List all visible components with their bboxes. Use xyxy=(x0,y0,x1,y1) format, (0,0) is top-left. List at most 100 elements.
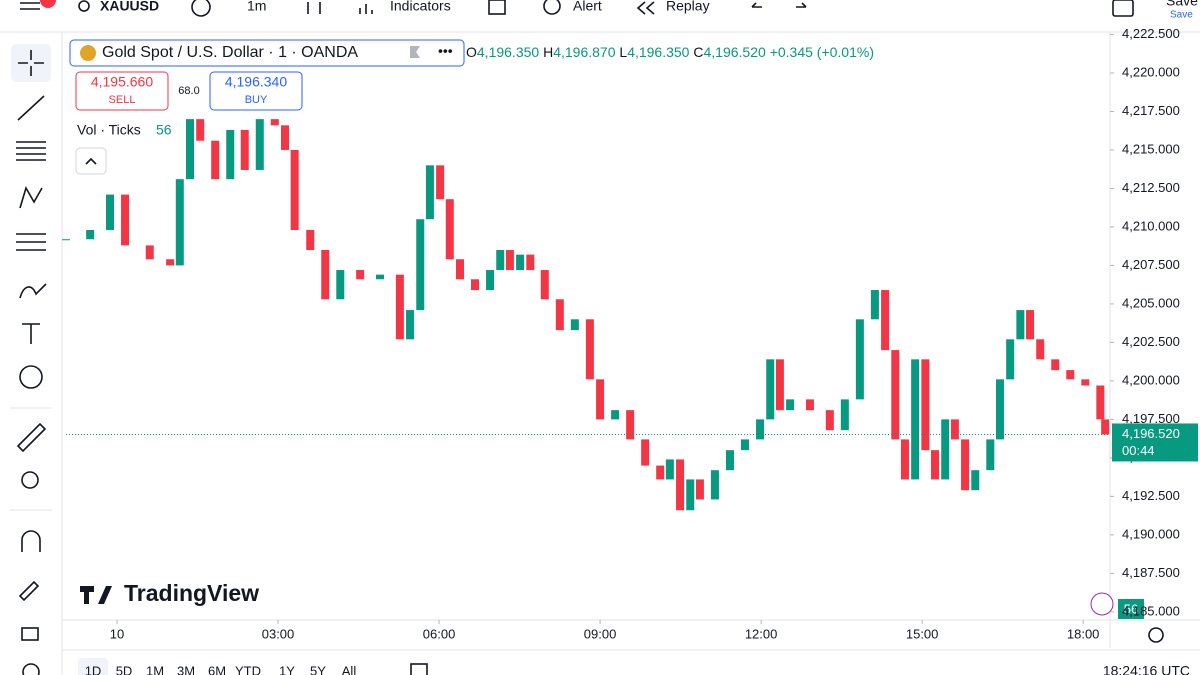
flash-icon[interactable] xyxy=(1090,592,1114,616)
y-tick-label: 4,205.000 xyxy=(1122,295,1180,310)
x-tick-label: 06:00 xyxy=(423,626,456,641)
undo[interactable] xyxy=(751,2,762,8)
zoom-tool[interactable] xyxy=(21,471,39,489)
y-tick-label: 4,202.500 xyxy=(1122,334,1180,349)
range-button[interactable]: 1Y xyxy=(279,663,295,675)
settings-icon[interactable] xyxy=(1148,627,1164,643)
range-button[interactable]: 1D xyxy=(85,663,102,675)
emoji-tool[interactable] xyxy=(19,365,43,389)
candle xyxy=(585,319,594,380)
crosshair-active[interactable] xyxy=(11,44,51,82)
crosshair-tool[interactable] xyxy=(18,50,44,76)
ohlc-key: O xyxy=(466,44,477,60)
range-button[interactable]: 1M xyxy=(146,663,164,675)
ohlc-key: C xyxy=(693,44,703,60)
candle xyxy=(526,254,535,271)
candle xyxy=(961,439,970,491)
y-tick-label: 4,207.500 xyxy=(1122,257,1180,272)
range-button[interactable]: All xyxy=(342,663,357,675)
interval[interactable]: 1m xyxy=(247,0,266,14)
legend-box[interactable] xyxy=(69,39,465,67)
date-range-icon[interactable] xyxy=(410,663,428,675)
candle xyxy=(290,149,299,230)
y-tick-label: 4,197.500 xyxy=(1122,411,1180,426)
trend-line-tool[interactable] xyxy=(17,95,45,121)
range-button[interactable]: YTD xyxy=(235,663,261,675)
layout-save-icon[interactable] xyxy=(1112,0,1134,17)
hide-tool[interactable] xyxy=(22,663,40,675)
alert-button[interactable]: Alert xyxy=(573,0,602,14)
tv-logo xyxy=(80,586,112,604)
clock: 18:24:16 UTC xyxy=(1103,663,1190,675)
replay-icon[interactable] xyxy=(636,1,655,15)
candle xyxy=(471,279,480,291)
search-icon[interactable] xyxy=(78,0,90,12)
candle xyxy=(1016,310,1025,340)
candle xyxy=(321,250,330,300)
symbol[interactable]: XAUUSD xyxy=(100,0,159,14)
sell-price[interactable]: 4,195.660 xyxy=(91,74,153,90)
volume-legend: Vol · Ticks xyxy=(77,122,141,138)
candle xyxy=(306,230,315,251)
add-symbol[interactable] xyxy=(191,0,211,17)
y-tick-label: 4,192.500 xyxy=(1122,488,1180,503)
candle xyxy=(1026,310,1035,340)
range-button[interactable]: 5Y xyxy=(310,663,326,675)
candle xyxy=(395,274,404,340)
candle xyxy=(931,450,940,480)
candle xyxy=(881,290,890,351)
indicators-button[interactable]: Indicators xyxy=(390,0,451,14)
brush-tool[interactable] xyxy=(19,283,47,299)
candle xyxy=(891,350,900,440)
menu-icon[interactable] xyxy=(20,2,40,10)
candle xyxy=(710,470,719,500)
candle xyxy=(641,439,650,466)
candle xyxy=(505,250,514,271)
candle xyxy=(416,219,425,311)
candle xyxy=(611,410,620,420)
text-tool[interactable] xyxy=(22,323,40,344)
more-icon[interactable]: ••• xyxy=(438,43,453,59)
range-button[interactable]: 3M xyxy=(177,663,195,675)
buy-price[interactable]: 4,196.340 xyxy=(225,74,287,90)
range-button[interactable]: 5D xyxy=(116,663,133,675)
magnet-tool[interactable] xyxy=(21,530,41,552)
indicators-icon[interactable] xyxy=(359,4,373,14)
flag-icon[interactable] xyxy=(410,46,420,58)
candle xyxy=(62,239,70,241)
candle xyxy=(280,125,289,150)
save-button[interactable]: Save xyxy=(1166,0,1198,9)
candle xyxy=(741,439,750,451)
buy-button[interactable] xyxy=(209,71,303,111)
ruler-tool[interactable] xyxy=(16,422,47,453)
buy-label[interactable]: BUY xyxy=(245,94,268,106)
x-tick-label: 12:00 xyxy=(745,626,778,641)
alert-icon[interactable] xyxy=(543,0,561,15)
range-button[interactable]: 6M xyxy=(208,663,226,675)
sell-label[interactable]: SELL xyxy=(109,94,136,106)
lock-tool[interactable] xyxy=(21,627,39,641)
candle xyxy=(1101,419,1110,435)
chart-type-icon[interactable] xyxy=(307,2,321,14)
candle xyxy=(656,465,665,480)
candle xyxy=(1051,359,1060,371)
candle xyxy=(436,165,445,200)
notification-dot xyxy=(40,0,56,8)
plot xyxy=(62,119,1110,511)
lock-drawing-tool[interactable] xyxy=(18,580,40,602)
sell-button[interactable] xyxy=(75,71,169,111)
fib-tool[interactable] xyxy=(16,141,46,161)
pattern-tool[interactable] xyxy=(19,185,43,209)
candle xyxy=(455,259,464,280)
ohlc-change: +0.345 (+0.01%) xyxy=(770,44,874,60)
candle xyxy=(986,439,995,471)
redo[interactable] xyxy=(796,2,807,8)
replay-button[interactable]: Replay xyxy=(666,0,710,14)
candle xyxy=(185,119,194,180)
layout-icon[interactable] xyxy=(488,0,506,15)
candle xyxy=(756,419,765,440)
y-tick-label: 4,220.000 xyxy=(1122,64,1180,79)
collapse-button[interactable] xyxy=(75,147,107,175)
projection-tool[interactable] xyxy=(16,233,46,251)
save-sub[interactable]: Save xyxy=(1170,10,1193,21)
